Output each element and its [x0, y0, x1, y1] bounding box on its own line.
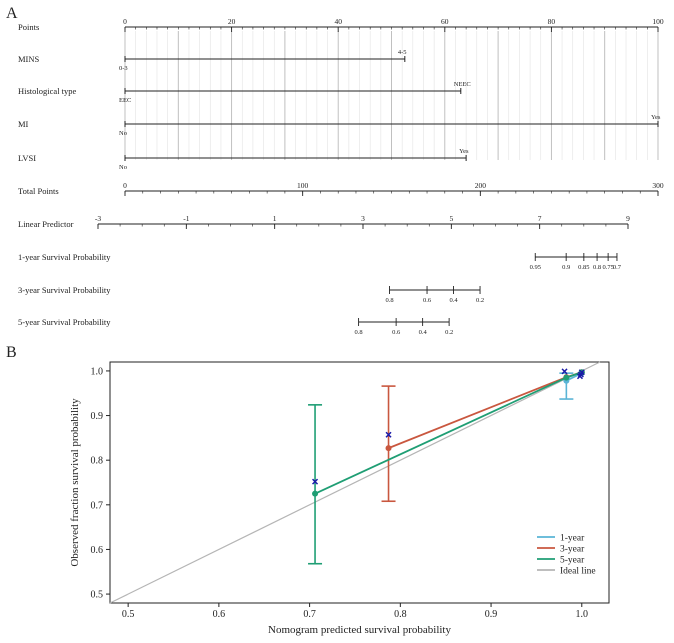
prob-tick-label: 0.7	[613, 264, 622, 271]
axis-tick-label: 5	[449, 214, 453, 223]
y-tick-label: 0.6	[91, 545, 104, 556]
factor-level-label: 4-5	[398, 49, 407, 56]
observed-marker-stroke	[385, 431, 392, 438]
row-label: 5-year Survival Probability	[18, 317, 111, 327]
observed-marker	[312, 478, 319, 485]
row-label: MINS	[18, 54, 40, 64]
factor-level-label: Yes	[459, 148, 469, 155]
row-label: Points	[18, 22, 39, 32]
legend-label: Ideal line	[560, 567, 596, 577]
axis-tick-label: -3	[95, 214, 101, 223]
y-tick-label: 0.7	[91, 500, 104, 511]
series-point	[312, 490, 319, 497]
row-label: Total Points	[18, 186, 59, 196]
observed-marker-stroke	[561, 368, 568, 375]
observed-marker-stroke	[312, 478, 319, 485]
prob-tick-label: 0.75	[602, 264, 613, 271]
observed-marker	[561, 368, 568, 375]
axis-tick-label: -1	[183, 214, 189, 223]
prob-tick-label: 0.4	[419, 329, 428, 336]
legend-label: 5-year	[560, 556, 585, 566]
axis-tick-label: 20	[228, 17, 236, 26]
axis-tick-label: 7	[538, 214, 542, 223]
ideal-line	[109, 361, 601, 604]
prob-tick-label: 0.6	[392, 329, 401, 336]
axis-tick-label: 1	[273, 214, 277, 223]
prob-tick-label: 0.9	[562, 264, 570, 271]
axis-tick-label: 100	[652, 17, 664, 26]
y-tick-label: 0.9	[91, 411, 104, 422]
x-tick-label: 1.0	[576, 609, 589, 620]
x-tick-label: 0.6	[213, 609, 226, 620]
row-label: Linear Predictor	[18, 219, 74, 229]
axis-tick-label: 40	[334, 17, 342, 26]
observed-marker-stroke	[578, 369, 585, 376]
prob-tick-label: 0.85	[578, 264, 589, 271]
x-tick-label: 0.7	[303, 609, 316, 620]
row-label: MI	[18, 119, 29, 129]
axis-tick-label: 200	[475, 181, 487, 190]
axis-tick-label: 9	[626, 214, 630, 223]
factor-level-label: No	[119, 130, 127, 137]
y-tick-label: 0.8	[91, 456, 104, 467]
y-axis-label: Observed fraction survival probability	[69, 398, 81, 567]
legend-label: 1-year	[560, 534, 585, 544]
prob-tick-label: 0.6	[423, 297, 432, 304]
axis-tick-label: 300	[652, 181, 664, 190]
x-tick-label: 0.9	[485, 609, 498, 620]
series-point	[563, 374, 570, 381]
prob-tick-label: 0.4	[449, 297, 458, 304]
row-label: 1-year Survival Probability	[18, 252, 111, 262]
prob-tick-label: 0.2	[445, 329, 453, 336]
legend-label: 3-year	[560, 545, 585, 555]
prob-tick-label: 0.8	[355, 329, 363, 336]
factor-level-label: 0-3	[119, 65, 128, 72]
calibration-panel: B 0.5 0.6 0.7 0.8 0.9 1.0 0.5 0.6 0.7 0.8 0.9 1.0 Nom…	[6, 344, 610, 636]
axis-tick-label: 80	[548, 17, 556, 26]
axis-tick-label: 0	[123, 181, 127, 190]
series-point	[385, 445, 392, 452]
observed-marker	[578, 369, 585, 376]
plot-frame	[109, 361, 610, 604]
axis-tick-label: 60	[441, 17, 449, 26]
y-tick-label: 0.5	[91, 590, 104, 601]
observed-marker	[385, 431, 392, 438]
factor-level-label: Yes	[651, 114, 661, 121]
y-tick-label: 1.0	[91, 366, 104, 377]
prob-tick-label: 0.8	[593, 264, 601, 271]
factor-level-label: EEC	[119, 97, 131, 104]
panel-label-b: B	[6, 344, 17, 361]
factor-level-label: NEEC	[454, 81, 471, 88]
axis-tick-label: 0	[123, 17, 127, 26]
axis-tick-label: 3	[361, 214, 365, 223]
row-label: Histological type	[18, 86, 77, 96]
prob-tick-label: 0.2	[476, 297, 484, 304]
x-axis-label: Nomogram predicted survival probability	[268, 624, 451, 636]
prob-tick-label: 0.95	[530, 264, 541, 271]
row-label: 3-year Survival Probability	[18, 285, 111, 295]
panel-label-a: A	[6, 5, 18, 22]
axis-tick-label: 100	[297, 181, 309, 190]
x-tick-label: 0.8	[394, 609, 407, 620]
prob-tick-label: 0.8	[385, 297, 393, 304]
x-tick-label: 0.5	[122, 609, 135, 620]
row-label: LVSI	[18, 153, 36, 163]
factor-level-label: No	[119, 164, 127, 171]
